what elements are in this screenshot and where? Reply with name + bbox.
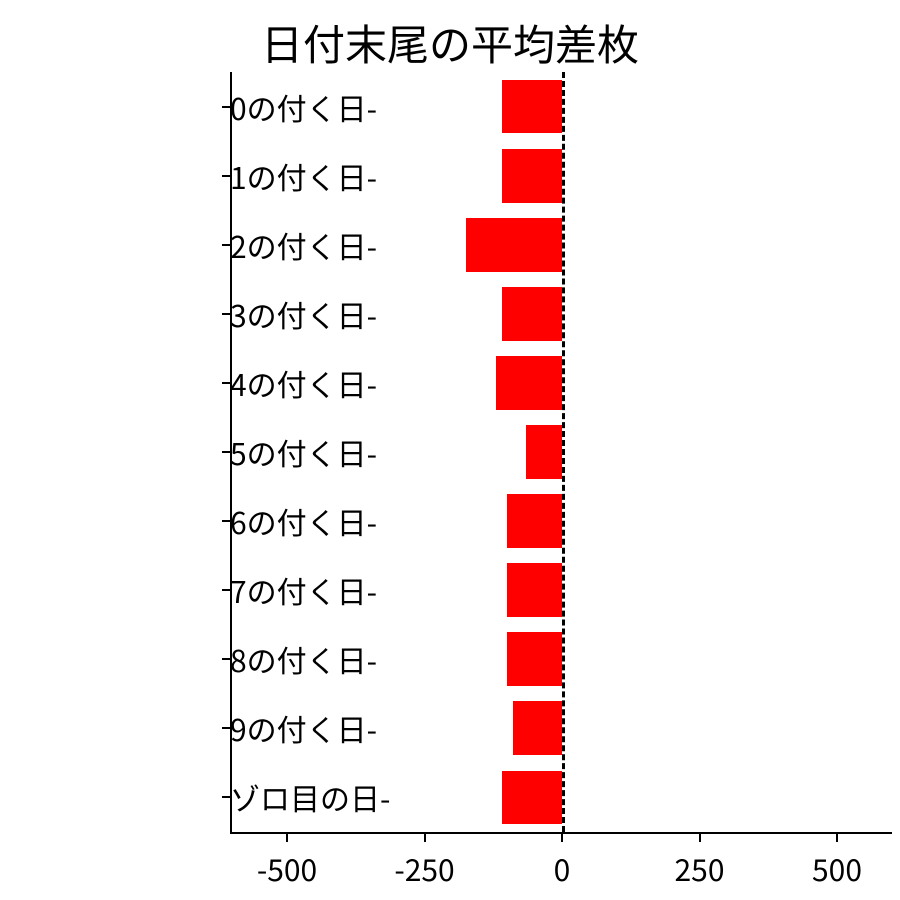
bar <box>496 356 562 410</box>
x-tick-label: 500 <box>812 846 862 890</box>
plot-area: -500-25002505000の付く日-1の付く日-2の付く日-3の付く日-4… <box>232 72 892 832</box>
zero-line <box>562 72 565 832</box>
y-tick-label: 3の付く日- <box>230 292 232 336</box>
bar <box>502 149 563 203</box>
y-tick-label: 1の付く日- <box>230 154 232 198</box>
bar <box>513 701 563 755</box>
x-tick-label: -250 <box>394 846 454 890</box>
y-tick-label: 9の付く日- <box>230 706 232 750</box>
chart-container: 日付末尾の平均差枚 -500 -250 0 250 500 0の付く日- 1の付く日- 2の付… <box>0 0 900 900</box>
bar <box>502 287 563 341</box>
bar <box>507 494 562 548</box>
chart-title: 日付末尾の平均差枚 <box>0 12 900 73</box>
x-tick <box>699 832 701 842</box>
x-tick-label: -500 <box>257 846 317 890</box>
y-tick-label: 8の付く日- <box>230 637 232 681</box>
y-tick-label: ゾロ目の日- <box>230 775 232 819</box>
x-tick <box>561 832 563 842</box>
bar <box>502 80 563 134</box>
bar <box>507 632 562 686</box>
y-tick-label: 6の付く日- <box>230 499 232 543</box>
bar <box>507 563 562 617</box>
x-tick-label: 250 <box>675 846 725 890</box>
x-tick <box>286 832 288 842</box>
y-tick-label: 4の付く日- <box>230 361 232 405</box>
bar <box>526 425 562 479</box>
x-tick <box>836 832 838 842</box>
x-tick-label: 0 <box>554 846 571 890</box>
y-tick-label: 2の付く日- <box>230 223 232 267</box>
bar <box>466 218 562 272</box>
bar <box>502 771 563 825</box>
y-tick-label: 5の付く日- <box>230 430 232 474</box>
y-tick-label: 0の付く日- <box>230 85 232 129</box>
x-tick <box>424 832 426 842</box>
y-tick-label: 7の付く日- <box>230 568 232 612</box>
